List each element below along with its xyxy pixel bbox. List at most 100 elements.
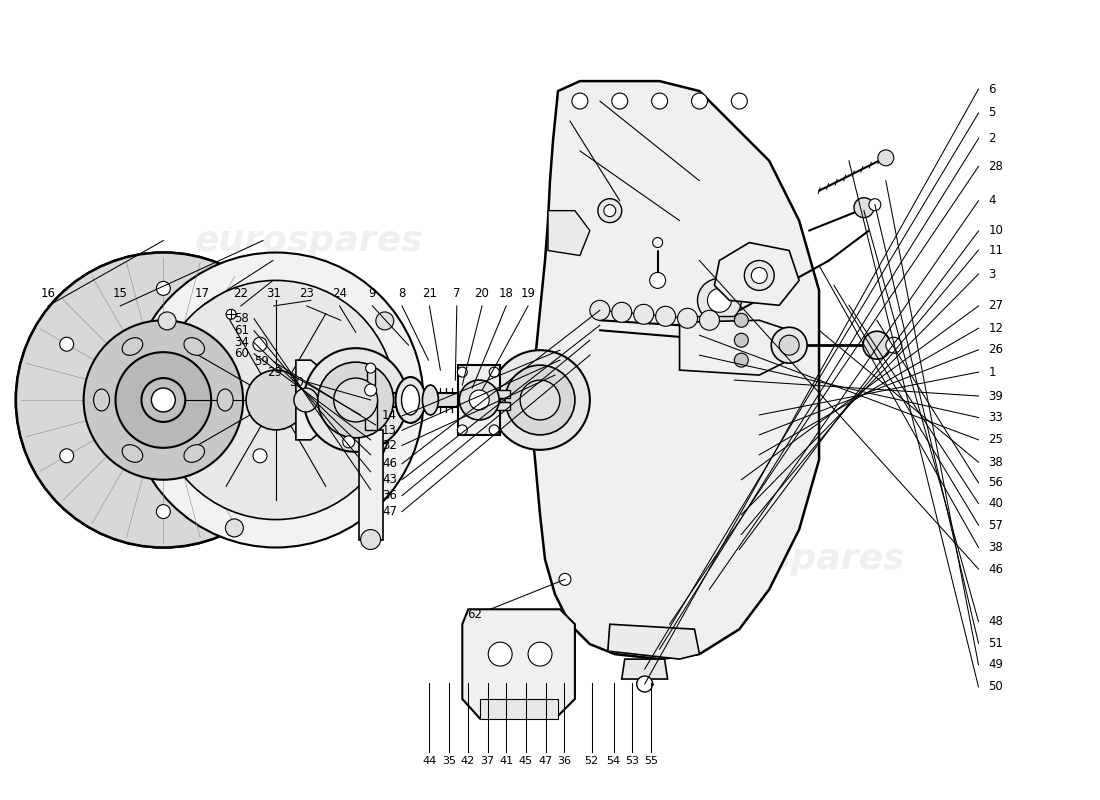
Text: 50: 50 <box>989 681 1003 694</box>
Circle shape <box>490 425 499 435</box>
Ellipse shape <box>94 389 110 411</box>
Circle shape <box>294 388 318 412</box>
Circle shape <box>612 302 631 322</box>
Circle shape <box>458 367 468 377</box>
Text: 58: 58 <box>234 312 249 325</box>
Ellipse shape <box>396 377 426 423</box>
Circle shape <box>869 198 881 210</box>
Text: 5: 5 <box>989 106 996 119</box>
Text: 16: 16 <box>41 287 55 300</box>
Text: 4: 4 <box>989 194 996 207</box>
Circle shape <box>15 253 311 547</box>
Circle shape <box>226 519 243 537</box>
Text: 55: 55 <box>644 756 658 766</box>
Text: 36: 36 <box>382 489 397 502</box>
Text: 29: 29 <box>267 366 282 378</box>
Circle shape <box>597 198 622 222</box>
Ellipse shape <box>402 385 419 415</box>
Bar <box>680 356 739 364</box>
Text: 33: 33 <box>989 411 1003 424</box>
Text: 27: 27 <box>989 299 1003 313</box>
Circle shape <box>700 310 719 330</box>
Circle shape <box>253 338 267 351</box>
Text: 46: 46 <box>382 458 397 470</box>
Text: 42: 42 <box>461 756 475 766</box>
Text: 45: 45 <box>519 756 532 766</box>
Bar <box>680 336 739 344</box>
Text: eurospares: eurospares <box>195 223 424 258</box>
Text: 22: 22 <box>233 287 249 300</box>
Text: 6: 6 <box>989 82 996 95</box>
Text: 8: 8 <box>398 287 406 300</box>
Text: 61: 61 <box>234 324 249 337</box>
Text: 49: 49 <box>989 658 1003 671</box>
Text: 53: 53 <box>625 756 639 766</box>
Circle shape <box>652 238 662 247</box>
Text: 20: 20 <box>474 287 490 300</box>
Ellipse shape <box>122 445 143 462</box>
Circle shape <box>491 350 590 450</box>
Text: 39: 39 <box>989 390 1003 402</box>
Circle shape <box>771 327 807 363</box>
Polygon shape <box>680 320 789 375</box>
Text: 2: 2 <box>989 132 996 145</box>
Circle shape <box>572 93 587 109</box>
Circle shape <box>854 198 873 218</box>
Circle shape <box>364 384 376 396</box>
Circle shape <box>318 362 394 438</box>
Text: 28: 28 <box>989 160 1003 173</box>
Circle shape <box>156 281 396 519</box>
Circle shape <box>678 308 697 328</box>
Polygon shape <box>462 610 575 719</box>
Text: 7: 7 <box>453 287 461 300</box>
Text: 44: 44 <box>422 756 437 766</box>
Circle shape <box>246 370 306 430</box>
Circle shape <box>156 505 170 518</box>
Circle shape <box>59 449 74 462</box>
Circle shape <box>333 378 377 422</box>
Circle shape <box>656 306 675 326</box>
Circle shape <box>156 282 170 295</box>
Text: 56: 56 <box>989 477 1003 490</box>
Text: 18: 18 <box>498 287 514 300</box>
Circle shape <box>460 380 499 420</box>
Circle shape <box>735 314 748 327</box>
Text: 47: 47 <box>382 505 397 518</box>
Bar <box>680 316 739 324</box>
Text: 14: 14 <box>382 410 397 422</box>
Circle shape <box>735 334 748 347</box>
Circle shape <box>590 300 609 320</box>
Circle shape <box>692 93 707 109</box>
Circle shape <box>878 150 894 166</box>
Text: 62: 62 <box>468 608 482 621</box>
Text: 40: 40 <box>989 497 1003 510</box>
Ellipse shape <box>184 338 205 355</box>
Circle shape <box>152 388 175 412</box>
Text: 43: 43 <box>382 474 397 486</box>
Circle shape <box>142 378 185 422</box>
Polygon shape <box>481 699 558 719</box>
Text: 32: 32 <box>382 439 397 452</box>
Polygon shape <box>296 360 341 440</box>
Circle shape <box>612 93 628 109</box>
Text: 11: 11 <box>989 244 1003 257</box>
Circle shape <box>697 278 741 322</box>
Bar <box>495 390 510 398</box>
Ellipse shape <box>217 389 233 411</box>
Circle shape <box>361 530 381 550</box>
Text: 9: 9 <box>368 287 376 300</box>
Bar <box>495 402 510 410</box>
Text: 38: 38 <box>989 456 1003 469</box>
Text: 35: 35 <box>442 756 456 766</box>
Circle shape <box>559 574 571 586</box>
Circle shape <box>650 273 666 288</box>
Text: 34: 34 <box>234 336 249 349</box>
Text: 1: 1 <box>989 366 996 378</box>
Bar <box>359 430 383 539</box>
Circle shape <box>158 312 176 330</box>
Text: 23: 23 <box>299 287 315 300</box>
Circle shape <box>304 348 407 452</box>
Circle shape <box>376 312 394 330</box>
Text: 54: 54 <box>606 756 620 766</box>
Circle shape <box>116 352 211 448</box>
